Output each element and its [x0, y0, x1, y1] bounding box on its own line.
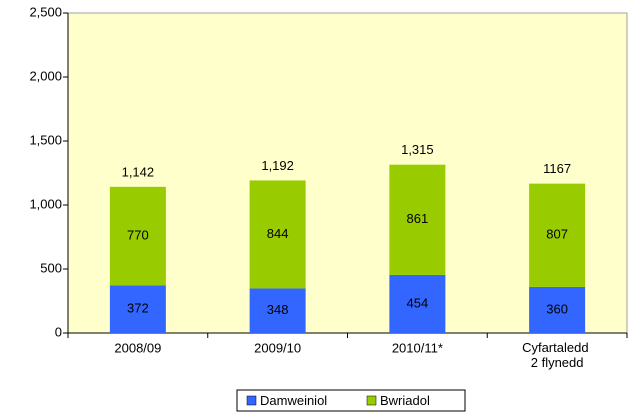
total-label: 1,142	[122, 164, 155, 179]
legend-box	[236, 389, 466, 412]
bar-segment	[109, 285, 166, 333]
x-tick-label-line: 2 flynedd	[531, 355, 584, 370]
y-tick-label: 2,500	[29, 4, 62, 19]
x-tick-label: 2010/11*	[392, 340, 443, 355]
total-label: 1167	[543, 161, 571, 176]
value-label: 360	[546, 301, 568, 316]
x-tick-label-line: Cyfartaledd	[522, 340, 592, 355]
y-tick-label: 500	[40, 260, 62, 275]
legend-swatch	[366, 395, 377, 406]
value-label: 348	[267, 302, 289, 317]
bar-segment	[529, 286, 586, 333]
x-tick-label: 2008/09	[114, 340, 161, 355]
bar-segment	[249, 180, 306, 289]
y-tick-label: 2,000	[29, 68, 62, 83]
y-tick-label: 1,500	[29, 132, 62, 147]
x-tick-label: 2009/10	[254, 340, 301, 355]
y-tick-label: 0	[55, 324, 62, 339]
legend-label: Bwriadol	[380, 393, 430, 408]
legend-label: Damweiniol	[260, 393, 327, 408]
total-label: 1,192	[261, 158, 294, 173]
x-tick-label: Cyfartaledd 2 flynedd	[522, 340, 592, 370]
value-label: 861	[407, 211, 429, 226]
value-label: 372	[127, 301, 149, 316]
value-label: 807	[546, 227, 568, 242]
value-label: 844	[267, 226, 289, 241]
bar-segment	[249, 288, 306, 333]
value-label: 454	[407, 295, 429, 310]
y-tick-label: 1,000	[29, 196, 62, 211]
bar-segment	[389, 274, 446, 333]
value-label: 770	[127, 228, 149, 243]
bar-segment	[109, 186, 166, 286]
total-label: 1,315	[401, 142, 434, 157]
bar-segment	[389, 164, 446, 275]
legend-swatch	[246, 395, 257, 406]
bar-segment	[529, 183, 586, 287]
